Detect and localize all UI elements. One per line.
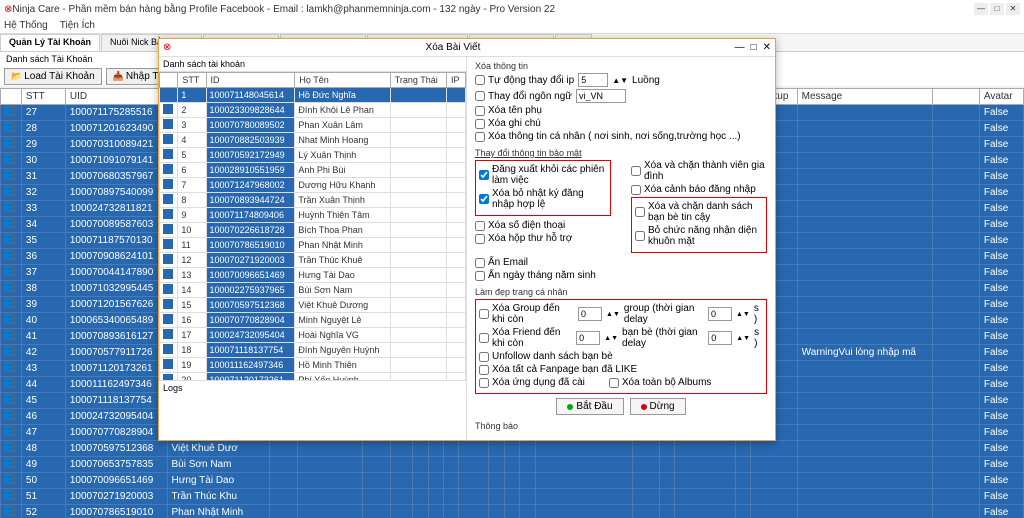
del-apps[interactable]: Xóa ứng dụng đã cài xyxy=(479,377,585,388)
hide-email[interactable]: Ẩn Email xyxy=(475,257,528,268)
block-trusted[interactable]: Xóa và chặn danh sách bạn bè tin cậy xyxy=(635,201,763,223)
modal-row[interactable]: 7100071247968002Dương Hữu Khanh xyxy=(160,178,466,193)
threads-input[interactable] xyxy=(578,73,608,87)
modal-row[interactable]: 8100070893944724Trần Xuân Thịnh xyxy=(160,193,466,208)
modal-row[interactable]: 17100024732095404Hoài Nghĩa VG xyxy=(160,328,466,343)
logs-panel: Logs xyxy=(159,380,466,440)
modal-row[interactable]: 1100071148045614Hồ Đức Nghĩa xyxy=(160,88,466,103)
modal-row[interactable]: 11100070786519010Phan Nhật Minh xyxy=(160,238,466,253)
load-btn[interactable]: 📂 Load Tài Khoản xyxy=(4,68,102,85)
change-lang[interactable]: Thay đổi ngôn ngữ xyxy=(475,91,572,102)
del-friends[interactable]: Xóa Friend đến khi còn xyxy=(479,327,572,349)
block-family[interactable]: Xóa và chặn thành viên gia đình xyxy=(631,160,767,182)
modal-account-table: STTIDHọ TênTrạng TháiIP1100071148045614H… xyxy=(159,72,466,380)
logout-sessions[interactable]: Đăng xuất khỏi các phiên làm việc xyxy=(479,164,607,186)
start-btn[interactable]: Bắt Đầu xyxy=(556,398,623,415)
modal-row[interactable]: 4100070882503939Nhat Minh Hoang xyxy=(160,133,466,148)
disable-facerec[interactable]: Bỏ chức năng nhận diện khuôn mặt xyxy=(635,225,763,247)
notification: Thông báo xyxy=(475,421,767,431)
sect-security: Thay đổi thông tin bảo mật xyxy=(475,148,767,158)
modal-close-icon[interactable]: ⊗ xyxy=(163,42,171,53)
stop-btn[interactable]: Dừng xyxy=(630,398,686,415)
max-btn[interactable]: □ xyxy=(990,3,1004,15)
table-row[interactable]: 52100070786519010Phan Nhật MinhFalse xyxy=(1,505,1024,518)
table-row[interactable]: 49100070653757835Bùi Sơn NamFalse xyxy=(1,457,1024,473)
hide-dob[interactable]: Ẩn ngày tháng năm sinh xyxy=(475,270,596,281)
stop-icon xyxy=(641,404,647,410)
menu-util[interactable]: Tiện Ích xyxy=(60,20,95,31)
titlebar: ⊗ Ninja Care - Phần mềm bán hàng bằng Pr… xyxy=(0,0,1024,18)
del-phone[interactable]: Xóa số điện thoại xyxy=(475,220,565,231)
modal-row[interactable]: 16100070770828904Minh Nguyệt Lê xyxy=(160,313,466,328)
modal-row[interactable]: 15100070597512368Việt Khuê Dương xyxy=(160,298,466,313)
del-support[interactable]: Xóa hộp thư hỗ trợ xyxy=(475,233,572,244)
menu-system[interactable]: Hệ Thống xyxy=(4,20,48,31)
min-btn[interactable]: — xyxy=(974,3,988,15)
modal-row[interactable]: 14100002275937965Bùi Sơn Nam xyxy=(160,283,466,298)
del-loginwarn[interactable]: Xóa cảnh báo đăng nhập xyxy=(631,184,756,195)
modal-row[interactable]: 12100070271920003Trần Thúc Khuê xyxy=(160,253,466,268)
del-groups[interactable]: Xóa Group đến khi còn xyxy=(479,303,574,325)
del-alias[interactable]: Xóa tên phụ xyxy=(475,105,542,116)
close-icon[interactable]: ⊗ xyxy=(4,4,12,15)
modal-row[interactable]: 3100070780089502Phan Xuân Lâm xyxy=(160,118,466,133)
del-loginlog[interactable]: Xóa bỏ nhật ký đăng nhập hợp lệ xyxy=(479,188,607,210)
modal-title: Xóa Bài Viết xyxy=(171,42,734,53)
table-row[interactable]: 51100070271920003Trần Thúc KhuFalse xyxy=(1,489,1024,505)
modal-max[interactable]: □ xyxy=(751,42,757,53)
modal-row[interactable]: 18100071118137754Đính Nguyên Huỳnh xyxy=(160,343,466,358)
tab-accounts[interactable]: Quản Lý Tài Khoản xyxy=(0,34,100,51)
modal-x[interactable]: ✕ xyxy=(763,42,771,53)
modal-row[interactable]: 13100070096651469Hưng Tài Dao xyxy=(160,268,466,283)
play-icon xyxy=(567,404,573,410)
del-personal[interactable]: Xóa thông tin cá nhân ( nơi sinh, nơi số… xyxy=(475,131,741,142)
sect-beautify: Làm đẹp trang cá nhân xyxy=(475,287,767,297)
modal-min[interactable]: — xyxy=(735,42,745,53)
app-title: Ninja Care - Phần mềm bán hàng bằng Prof… xyxy=(12,4,974,15)
modal-left-header: Danh sách tài khoản xyxy=(159,57,466,72)
delete-post-modal: ⊗ Xóa Bài Viết — □ ✕ Danh sách tài khoản… xyxy=(158,38,776,441)
modal-row[interactable]: 2100023309828644Đính Khôi Lê Phan xyxy=(160,103,466,118)
sect-delete-info: Xóa thông tin xyxy=(475,61,767,71)
modal-row[interactable]: 9100071174809406Huỳnh Thiên Tâm xyxy=(160,208,466,223)
unfollow[interactable]: Unfollow danh sách bạn bè xyxy=(479,351,613,362)
del-albums[interactable]: Xóa toàn bộ Albums xyxy=(609,377,712,388)
modal-row[interactable]: 20100071120173261Phí Yến Huỳnh xyxy=(160,373,466,381)
close-btn[interactable]: ✕ xyxy=(1006,3,1020,15)
del-fanpage[interactable]: Xóa tất cả Fanpage bạn đã LIKE xyxy=(479,364,637,375)
del-note[interactable]: Xóa ghi chú xyxy=(475,118,541,129)
auto-ip[interactable]: Tự động thay đổi ip xyxy=(475,75,574,86)
menubar: Hệ Thống Tiện Ích xyxy=(0,18,1024,34)
table-row[interactable]: 50100070096651469Hưng Tài DaoFalse xyxy=(1,473,1024,489)
table-row[interactable]: 48100070597512368Việt Khuê DươFalse xyxy=(1,441,1024,457)
modal-row[interactable]: 10100070226618728Bích Thoa Phan xyxy=(160,223,466,238)
lang-input[interactable] xyxy=(576,89,626,103)
modal-row[interactable]: 19100011162497346Hồ Minh Thiên xyxy=(160,358,466,373)
modal-row[interactable]: 6100028910551959Anh Phi Bùi xyxy=(160,163,466,178)
modal-row[interactable]: 5100070592172949Lý Xuân Thịnh xyxy=(160,148,466,163)
